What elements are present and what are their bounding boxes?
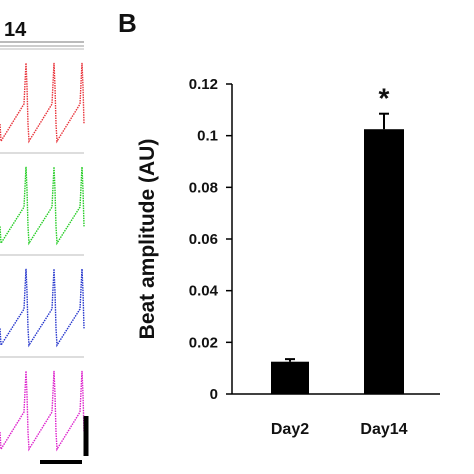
significance-marker: * bbox=[379, 83, 390, 114]
y-tick-label: 0.06 bbox=[189, 231, 218, 248]
trace-group bbox=[0, 48, 85, 452]
bar-chart: Beat amplitude (AU) 0 0.02 0.04 0.06 0.08 0.1… bbox=[136, 76, 440, 438]
y-tick-label: 0.04 bbox=[189, 283, 219, 300]
y-tick-label: 0.08 bbox=[189, 179, 218, 196]
y-tick-label: 0.1 bbox=[197, 128, 218, 145]
y-axis-label: Beat amplitude (AU) bbox=[136, 139, 159, 340]
bar-day14 bbox=[364, 129, 404, 395]
y-tick-label: 0.02 bbox=[189, 334, 218, 351]
trace-line-2 bbox=[0, 166, 85, 246]
left-panel-title-fragment: 14 bbox=[4, 19, 27, 41]
trace-line-3 bbox=[0, 268, 85, 348]
bar-day2 bbox=[271, 361, 309, 394]
x-tick-label: Day2 bbox=[271, 421, 309, 438]
trace-line-1 bbox=[0, 62, 85, 144]
y-tick-label: 0 bbox=[210, 386, 218, 403]
x-tick-label: Day14 bbox=[360, 421, 407, 438]
left-panel: 14 bbox=[0, 19, 89, 464]
y-tick-label: 0.12 bbox=[189, 76, 218, 93]
panel-label: B bbox=[118, 8, 137, 38]
trace-line-4 bbox=[0, 370, 85, 452]
